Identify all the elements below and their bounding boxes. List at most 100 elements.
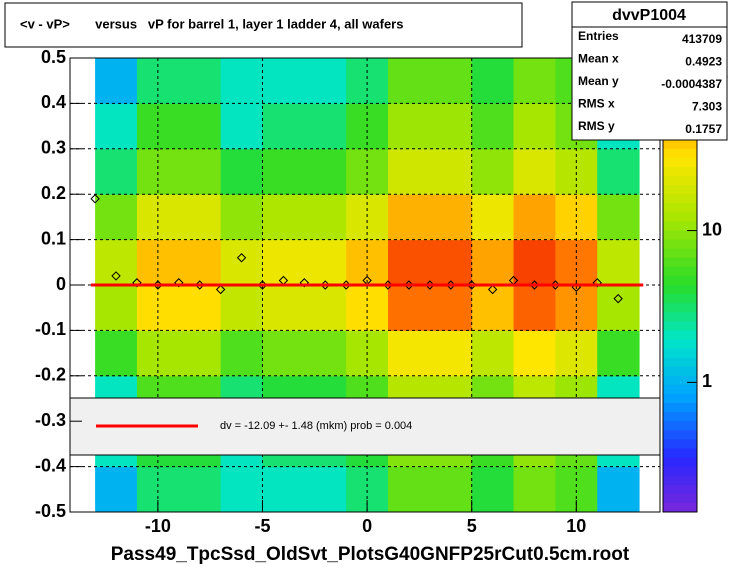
heat-cell xyxy=(513,194,556,241)
heat-cell xyxy=(388,466,431,513)
color-step xyxy=(663,185,697,195)
color-step xyxy=(663,339,697,350)
heat-cell xyxy=(513,285,556,331)
heat-cell xyxy=(304,194,347,241)
color-step xyxy=(663,194,697,204)
y-tick-label: 0.3 xyxy=(41,138,66,158)
heat-cell xyxy=(513,239,556,286)
x-tick-label: 10 xyxy=(566,516,586,536)
heat-cell xyxy=(388,103,431,150)
heat-cell xyxy=(513,148,556,195)
heat-cell xyxy=(429,466,473,513)
heat-cell xyxy=(262,148,305,195)
heat-cell xyxy=(304,330,347,377)
color-step xyxy=(663,502,697,513)
heat-cell xyxy=(471,285,515,331)
heat-cell xyxy=(471,239,515,286)
heat-cell xyxy=(220,466,263,513)
color-step xyxy=(663,357,697,368)
heat-cell xyxy=(178,103,222,150)
heat-cell xyxy=(597,466,640,513)
heat-cell xyxy=(95,148,138,195)
heat-cell xyxy=(471,58,515,104)
y-tick-label: 0.4 xyxy=(41,92,66,112)
color-step xyxy=(663,312,697,322)
heat-cell xyxy=(178,285,222,331)
stats-title: dvvP1004 xyxy=(612,7,686,24)
heat-cell xyxy=(220,330,263,377)
heat-cell xyxy=(262,239,305,286)
heat-cell xyxy=(471,103,515,150)
heat-cell xyxy=(304,103,347,150)
stats-value: 0.1757 xyxy=(685,122,722,136)
color-step xyxy=(663,484,697,495)
heat-cell xyxy=(262,466,305,513)
stats-label: Entries xyxy=(578,29,619,43)
color-step xyxy=(663,266,697,277)
legend-label: dv = -12.09 +- 1.48 (mkm) prob = 0.004 xyxy=(220,420,412,432)
heat-cell xyxy=(471,148,515,195)
heat-cell xyxy=(429,239,473,286)
heat-cell xyxy=(178,239,222,286)
heat-cell xyxy=(388,239,431,286)
y-tick-label: -0.3 xyxy=(35,410,66,430)
color-step xyxy=(663,148,697,159)
color-step xyxy=(663,139,697,150)
color-step xyxy=(663,457,697,468)
y-tick-label: -0.4 xyxy=(35,455,66,475)
stats-label: RMS y xyxy=(578,119,615,133)
heat-cell xyxy=(513,330,556,377)
y-tick-label: 0.1 xyxy=(41,228,66,248)
heat-cell xyxy=(429,103,473,150)
heat-cell xyxy=(304,58,347,104)
profile-point xyxy=(90,194,100,204)
color-step xyxy=(663,275,697,286)
profile-point xyxy=(111,271,121,281)
heat-cell xyxy=(513,103,556,150)
y-tick-label: -0.5 xyxy=(35,501,66,521)
x-tick-label: 0 xyxy=(362,516,372,536)
heat-cell xyxy=(220,103,263,150)
heat-cell xyxy=(95,330,138,377)
heat-cell xyxy=(471,330,515,377)
color-step xyxy=(663,493,697,504)
y-tick-label: -0.1 xyxy=(35,319,66,339)
title-box xyxy=(4,2,523,48)
color-step xyxy=(663,321,697,331)
color-step xyxy=(663,375,697,386)
heat-cell xyxy=(388,148,431,195)
stats-value: 413709 xyxy=(682,32,722,46)
color-step xyxy=(663,348,697,359)
heat-cell xyxy=(597,148,640,195)
heat-cell xyxy=(220,148,263,195)
heat-cell xyxy=(304,148,347,195)
heat-cell xyxy=(513,466,556,513)
color-step xyxy=(663,403,697,413)
heat-cell xyxy=(262,58,305,104)
color-step xyxy=(663,303,697,313)
color-step xyxy=(663,230,697,241)
color-step xyxy=(663,448,697,459)
color-step xyxy=(663,421,697,431)
x-tick-label: -10 xyxy=(145,516,171,536)
color-step xyxy=(663,439,697,449)
heat-cell xyxy=(262,194,305,241)
profile-point xyxy=(132,278,142,288)
heat-cell xyxy=(95,194,138,241)
heat-cell xyxy=(178,58,222,104)
heat-cell xyxy=(597,285,640,331)
profile-point xyxy=(236,253,247,263)
stats-label: Mean x xyxy=(578,52,619,66)
color-step xyxy=(663,330,697,340)
heat-cell xyxy=(388,58,431,104)
profile-point xyxy=(592,278,602,288)
chart-title: <v - vP> versus vP for barrel 1, layer 1… xyxy=(20,16,403,31)
x-axis-title: Pass49_TpcSsd_OldSvt_PlotsG40GNFP25rCut0… xyxy=(111,544,630,565)
profile-point xyxy=(487,284,498,295)
profile-point xyxy=(215,284,226,295)
z-tick-label: 1 xyxy=(702,371,712,391)
heat-cell xyxy=(429,148,473,195)
heat-cell xyxy=(597,239,640,286)
profile-point xyxy=(613,293,623,304)
